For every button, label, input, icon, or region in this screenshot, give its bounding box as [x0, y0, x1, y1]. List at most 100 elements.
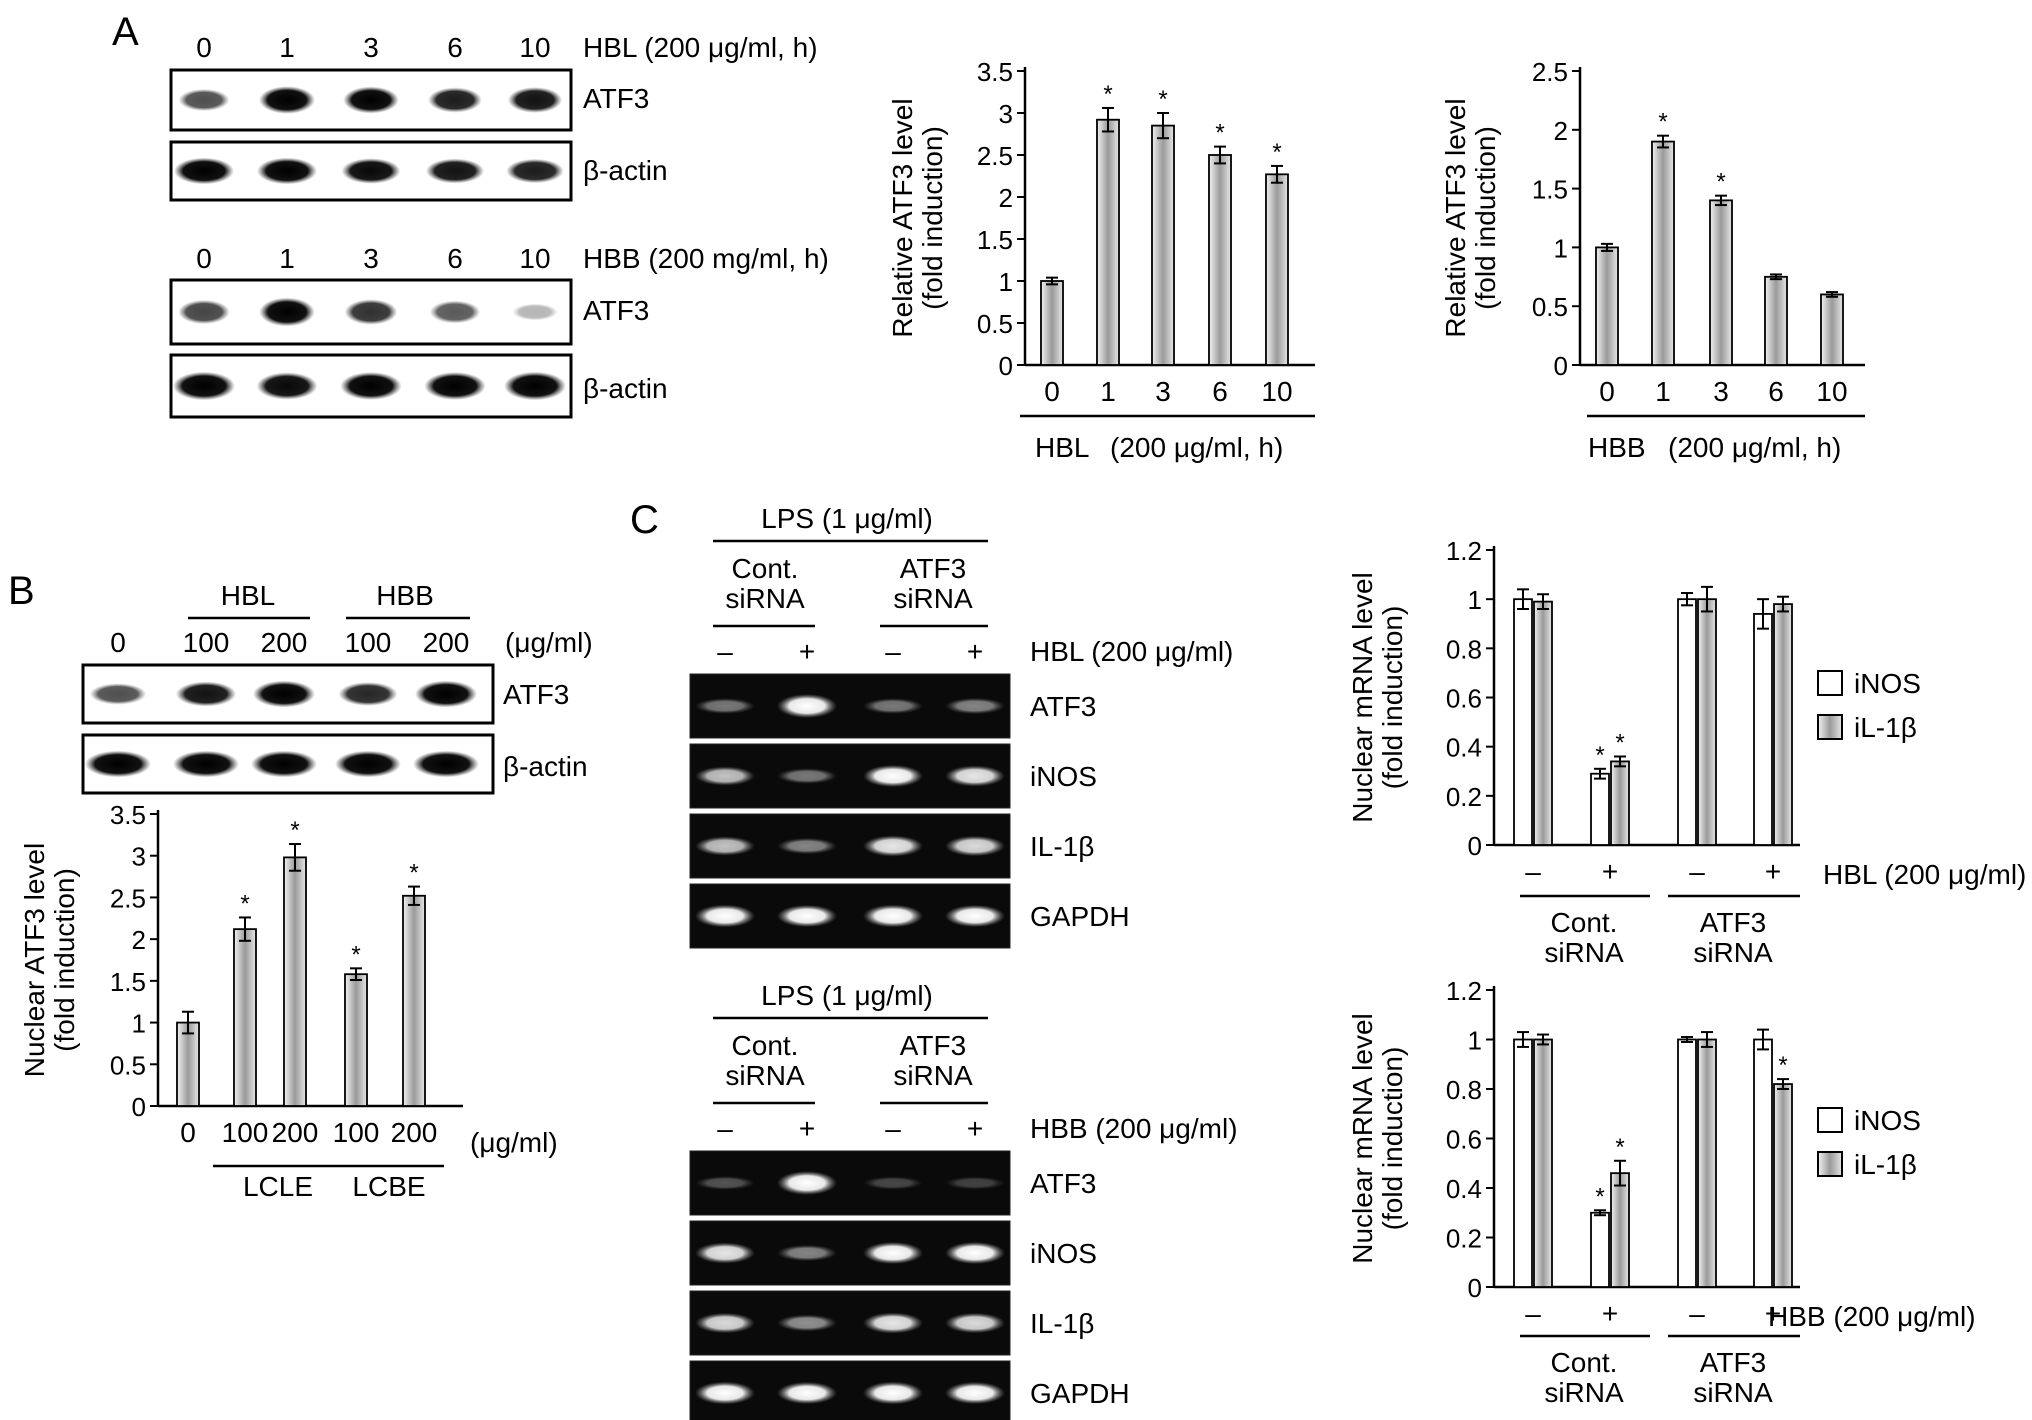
blot-b-actin-band [335, 750, 401, 778]
gel-band [863, 835, 923, 857]
x-tick-label: + [1602, 856, 1618, 887]
y-axis-label: Relative ATF3 level [1440, 98, 1471, 337]
x-tick-label: – [1525, 856, 1541, 887]
panel-letter-b: B [8, 569, 35, 613]
gel-band [945, 835, 1005, 857]
bar-inos [1753, 613, 1773, 846]
gel-row-label: ATF3 [1030, 691, 1096, 722]
group-label: Cont. siRNA [1544, 1347, 1624, 1408]
significance-star: * [1615, 1134, 1624, 1161]
x-tick-label: – [1525, 1298, 1541, 1329]
lane-label: 0 [110, 627, 126, 658]
blot-condition-label: HBL (200 μg/ml, h) [583, 32, 818, 63]
lane-label: 200 [423, 627, 470, 658]
significance-star: * [1595, 1183, 1604, 1210]
row-label: ATF3 [583, 295, 649, 326]
x-tick-label: – [1689, 1298, 1705, 1329]
x-tick-label: 0 [180, 1117, 196, 1148]
bar-inos [1677, 1038, 1697, 1288]
legend-swatch-il-1β [1817, 714, 1843, 740]
blot-a2-actin-band [173, 371, 235, 401]
gel-band [945, 697, 1005, 715]
sign-label: – [885, 1113, 901, 1144]
legend-label: iL-1β [1854, 1149, 1917, 1180]
unit-label: (μg/ml) [470, 1127, 558, 1158]
gel-row-label: GAPDH [1030, 1378, 1130, 1409]
gel-band [777, 837, 837, 855]
legend-swatch-inos [1817, 670, 1843, 696]
gel-band [695, 1312, 755, 1334]
x-tick-label: 1 [1655, 376, 1671, 407]
gel-band [945, 904, 1005, 928]
legend-label: iNOS [1854, 1105, 1921, 1136]
gel-band [695, 1381, 755, 1405]
gel-band [863, 1381, 923, 1405]
bar [344, 973, 368, 1107]
significance-star: * [1215, 120, 1224, 147]
bar-inos [1513, 1038, 1533, 1288]
bar [1265, 173, 1289, 366]
sign-label: + [799, 636, 815, 667]
gel-band [777, 694, 837, 718]
y-axis-label: Nuclear mRNA level [1347, 1013, 1378, 1264]
blot-a1-atf3-band [428, 87, 482, 113]
y-tick-label: 0 [132, 1092, 146, 1122]
sign-label: + [967, 636, 983, 667]
lane-label: 100 [183, 627, 230, 658]
y-tick-label: 1.5 [110, 967, 146, 997]
significance-star: * [1103, 81, 1112, 108]
lane-label: 1 [279, 32, 295, 63]
blot-a2-atf3-band [429, 300, 481, 324]
blot-a2-actin-band [340, 372, 402, 400]
blot-b-atf3-band [253, 680, 315, 708]
y-tick-label: 0.2 [1446, 1224, 1482, 1254]
gel-row-label: iNOS [1030, 1238, 1097, 1269]
sign-label: + [799, 1113, 815, 1144]
gel-group-label: ATF3 siRNA [893, 553, 973, 614]
gel-band [777, 1314, 837, 1332]
significance-star: * [1158, 86, 1167, 113]
y-axis-label: Nuclear ATF3 level [19, 843, 50, 1077]
y-tick-label: 0.5 [977, 309, 1013, 339]
x-tick-label: – [1689, 856, 1705, 887]
y-tick-label: 2.5 [977, 141, 1013, 171]
x-tick-label: 100 [333, 1117, 380, 1148]
y-tick-label: 3.5 [977, 57, 1013, 87]
gel-band [945, 765, 1005, 787]
y-axis-label: (fold induction) [49, 868, 80, 1052]
group-label: (200 μg/ml, h) [1110, 432, 1283, 463]
blot-b-atf3-band [338, 682, 398, 706]
gel-band [695, 904, 755, 928]
x-tick-label: 200 [391, 1117, 438, 1148]
group-label: LCLE [243, 1171, 313, 1202]
y-tick-label: 0.5 [110, 1050, 146, 1080]
y-axis-label: (fold induction) [1470, 126, 1501, 310]
y-tick-label: 1 [1468, 585, 1482, 615]
gel-group-label: ATF3 siRNA [893, 1030, 973, 1091]
group-label: (200 μg/ml, h) [1668, 432, 1841, 463]
group-label: HBB [1588, 432, 1646, 463]
x-tick-label: 0 [1599, 376, 1615, 407]
gel-group-label: Cont. siRNA [725, 553, 805, 614]
bar [233, 928, 257, 1107]
bar [1820, 293, 1844, 366]
gel-row-label: IL-1β [1030, 1308, 1094, 1339]
bar-il-1β [1773, 1083, 1793, 1288]
lane-label: 10 [519, 32, 550, 63]
bar-il-1β [1610, 760, 1630, 846]
x-tick-label: 3 [1713, 376, 1729, 407]
y-tick-label: 3 [132, 842, 146, 872]
bar [1764, 275, 1788, 366]
y-tick-label: 0 [1554, 351, 1568, 381]
bar [1595, 246, 1619, 366]
blot-a2-actin-band [256, 372, 318, 400]
lane-label: 200 [261, 627, 308, 658]
y-tick-label: 0.8 [1446, 1075, 1482, 1105]
gel-band [863, 698, 923, 714]
y-tick-label: 0.2 [1446, 782, 1482, 812]
gel-band [945, 1241, 1005, 1265]
blot-a2-atf3-band [259, 297, 315, 327]
lane-label: 0 [196, 32, 212, 63]
gel-band [777, 1244, 837, 1262]
gel-group-label: Cont. siRNA [725, 1030, 805, 1091]
